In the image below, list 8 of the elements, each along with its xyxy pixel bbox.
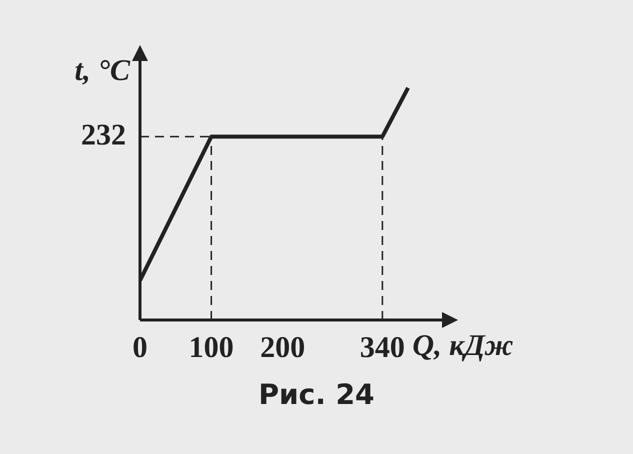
x-axis-title: Q, кДж [412, 328, 514, 362]
x-tick-label: 200 [260, 330, 306, 364]
text: Рис. 24 [257, 378, 376, 411]
text: 232 [81, 118, 126, 152]
x-tick-label: 100 [188, 330, 234, 364]
y-axis-title: t, °C [74, 54, 131, 87]
x-tick-label: 0 [132, 330, 148, 364]
x-tick-label: 340 [360, 330, 405, 364]
